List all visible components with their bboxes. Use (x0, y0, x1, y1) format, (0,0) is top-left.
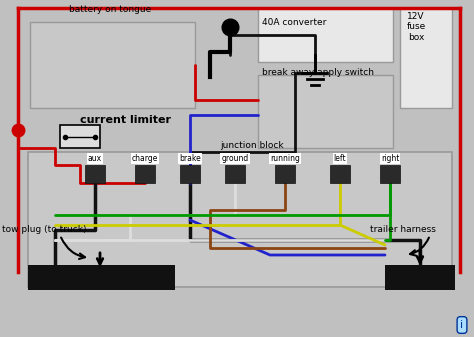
Bar (180, 165, 200, 183)
Text: ground: ground (221, 154, 249, 163)
Bar (135, 165, 155, 183)
Bar (60, 125, 100, 148)
Bar (85, 165, 105, 183)
Text: junction block: junction block (220, 141, 283, 150)
Text: 12V
fuse
box: 12V fuse box (406, 12, 426, 42)
Bar (330, 165, 350, 183)
Text: running: running (270, 154, 300, 163)
Text: brake: brake (179, 154, 201, 163)
Text: tow plug (to truck): tow plug (to truck) (2, 225, 86, 235)
Text: i: i (460, 320, 464, 330)
Bar (258, 8, 393, 62)
Text: break away apply switch: break away apply switch (262, 68, 374, 77)
Text: aux: aux (88, 154, 102, 163)
Bar (400, 8, 452, 108)
Text: current limiter: current limiter (80, 115, 171, 125)
Bar (380, 165, 400, 183)
Text: right: right (381, 154, 399, 163)
Text: trailer harness: trailer harness (370, 225, 436, 235)
Bar (275, 165, 295, 183)
Text: battery on tongue: battery on tongue (69, 5, 151, 14)
Text: charge: charge (132, 154, 158, 163)
Bar (225, 165, 245, 183)
Text: 40A converter: 40A converter (262, 18, 327, 27)
Text: left: left (334, 154, 346, 163)
Bar (30, 22, 195, 108)
Bar (28, 152, 452, 287)
Bar (385, 265, 455, 290)
Bar (28, 265, 175, 290)
Bar (258, 75, 393, 148)
